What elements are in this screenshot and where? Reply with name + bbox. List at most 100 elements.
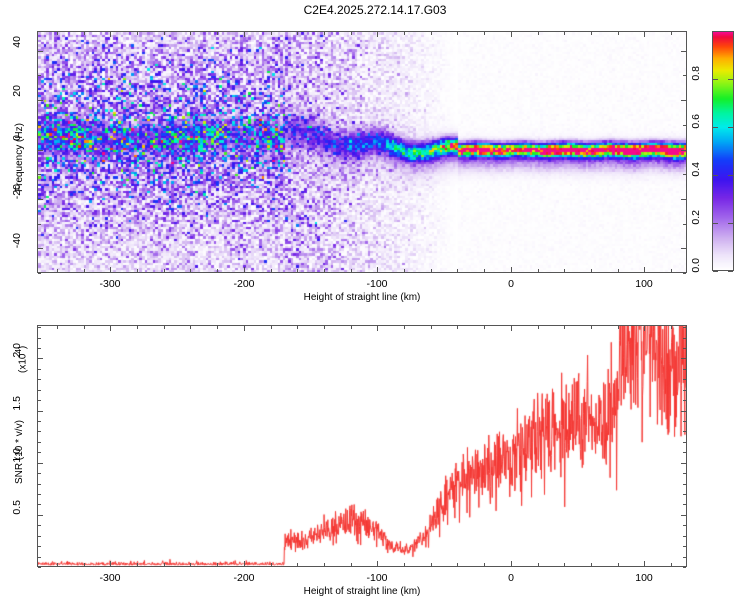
axis-tick-label: -300: [99, 278, 121, 290]
axis-tick: [671, 32, 672, 35]
axis-tick: [538, 563, 539, 566]
axis-tick: [683, 348, 686, 349]
axis-tick: [681, 411, 686, 412]
axis-tick: [713, 175, 718, 176]
axis-tick-label: 100: [635, 572, 653, 584]
axis-tick: [38, 327, 41, 328]
axis-tick: [38, 224, 41, 225]
axis-tick: [190, 269, 191, 272]
axis-tick: [457, 32, 458, 35]
axis-tick-label: -200: [233, 278, 255, 290]
axis-tick: [164, 269, 165, 272]
axis-tick: [377, 561, 378, 566]
axis-tick: [38, 400, 41, 401]
axis-tick: [564, 269, 565, 272]
spectrogram-x-axis-label: Height of straight line (km): [303, 292, 421, 303]
axis-tick: [484, 563, 485, 566]
figure-title: C2E4.2025.272.14.17.G03: [303, 3, 447, 17]
axis-tick: [681, 515, 686, 516]
axis-tick: [351, 269, 352, 272]
axis-tick: [84, 563, 85, 566]
axis-tick: [564, 563, 565, 566]
axis-tick: [728, 223, 733, 224]
axis-tick: [271, 32, 272, 35]
axis-tick: [683, 400, 686, 401]
axis-tick-label: -100: [366, 572, 388, 584]
axis-tick: [431, 269, 432, 272]
axis-tick: [297, 563, 298, 566]
colorbar-tick-label: 0.8: [690, 66, 702, 81]
axis-tick: [618, 326, 619, 329]
axis-tick: [618, 563, 619, 566]
snr-x-axis-label: Height of straight line (km): [303, 586, 421, 597]
axis-tick: [713, 127, 718, 128]
axis-tick: [683, 224, 686, 225]
axis-tick: [38, 557, 41, 558]
exponent-tail: ): [17, 345, 29, 350]
axis-tick: [644, 32, 645, 37]
axis-tick: [38, 494, 41, 495]
axis-tick: [110, 326, 111, 331]
axis-tick: [511, 561, 512, 566]
axis-tick: [38, 411, 43, 412]
axis-tick: [618, 269, 619, 272]
axis-tick: [618, 32, 619, 35]
axis-tick: [377, 267, 378, 272]
axis-tick: [38, 515, 43, 516]
axis-tick: [683, 546, 686, 547]
axis-tick: [671, 563, 672, 566]
axis-tick: [683, 504, 686, 505]
axis-tick: [38, 536, 41, 537]
axis-tick: [681, 51, 686, 52]
axis-tick: [137, 326, 138, 329]
snr-line-plot: [38, 326, 686, 566]
axis-tick: [57, 269, 58, 272]
axis-tick: [351, 563, 352, 566]
axis-tick: [38, 348, 41, 349]
axis-tick: [38, 273, 41, 274]
spectrogram-image: [38, 32, 686, 272]
axis-tick: [404, 563, 405, 566]
colorbar-tick-label: 0.4: [690, 162, 702, 177]
axis-tick: [457, 326, 458, 329]
axis-tick: [538, 32, 539, 35]
axis-tick: [681, 358, 686, 359]
axis-tick: [713, 223, 718, 224]
axis-tick: [484, 269, 485, 272]
axis-tick: [683, 390, 686, 391]
axis-tick: [217, 269, 218, 272]
axis-tick: [38, 463, 43, 464]
axis-tick: [297, 326, 298, 329]
axis-tick: [683, 338, 686, 339]
axis-tick: [38, 525, 41, 526]
axis-tick-label: 0: [508, 572, 514, 584]
axis-tick: [324, 563, 325, 566]
axis-tick: [190, 563, 191, 566]
axis-tick: [351, 32, 352, 35]
axis-tick: [38, 199, 43, 200]
axis-tick: [728, 175, 733, 176]
axis-tick: [681, 150, 686, 151]
axis-tick: [244, 326, 245, 331]
axis-tick-label: -100: [366, 278, 388, 290]
axis-tick: [644, 267, 645, 272]
axis-tick: [84, 269, 85, 272]
axis-tick: [164, 563, 165, 566]
exponent-base: (x10: [17, 353, 29, 373]
axis-tick: [190, 326, 191, 329]
axis-tick: [38, 369, 41, 370]
axis-tick-label: -200: [233, 572, 255, 584]
axis-tick: [431, 32, 432, 35]
axis-tick: [377, 32, 378, 37]
axis-tick: [244, 561, 245, 566]
axis-tick: [457, 563, 458, 566]
axis-tick: [38, 504, 41, 505]
axis-tick: [683, 567, 686, 568]
axis-tick-label: 0.5: [11, 500, 23, 515]
axis-tick-label: -40: [11, 233, 23, 249]
axis-tick: [84, 326, 85, 329]
axis-tick-label: 40: [11, 36, 23, 48]
axis-tick: [671, 269, 672, 272]
axis-tick: [683, 494, 686, 495]
axis-tick: [683, 174, 686, 175]
